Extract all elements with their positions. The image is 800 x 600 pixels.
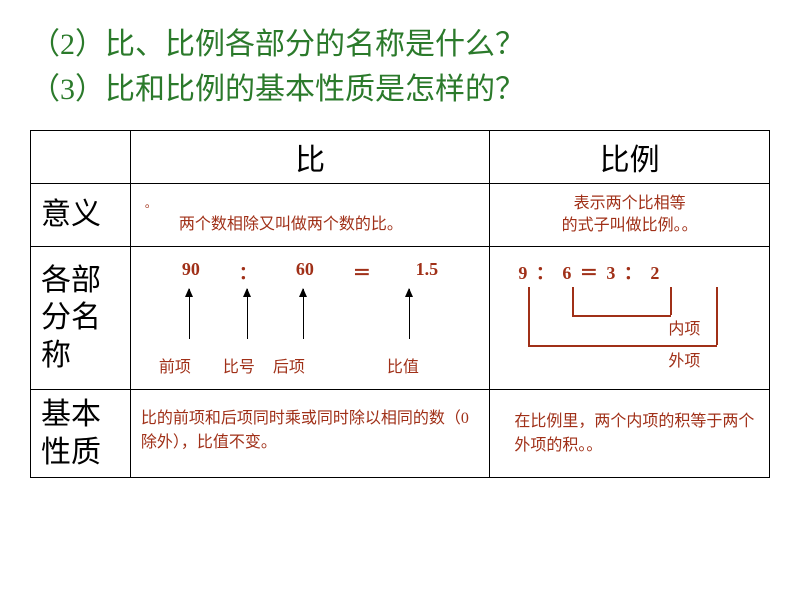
rowlabel-parts: 各部分名称: [31, 247, 131, 390]
arrow-icon: [303, 289, 305, 339]
term-60: 60: [273, 259, 337, 285]
title-block: （2）比、比例各部分的名称是什么？ （3）比和比例的基本性质是怎样的？: [0, 0, 800, 130]
question-2: （2）比、比例各部分的名称是什么？: [30, 22, 770, 67]
col-header-bi: 比: [130, 131, 489, 184]
bracket-line: [572, 315, 671, 317]
ratio-expression: 90 ： 60 ＝ 1.5: [141, 259, 479, 285]
rowlabel-meaning: 意义: [31, 184, 131, 247]
col-header-bili: 比例: [490, 131, 770, 184]
row-parts: 各部分名称 90 ： 60 ＝ 1.5 前项 比号: [31, 247, 770, 390]
bracket-line: [528, 287, 530, 345]
row-property: 基本性质 比的前项和后项同时乘或同时除以相同的数（0除外），比值不变。 在比例里…: [31, 390, 770, 478]
term-90: 90: [159, 259, 223, 285]
bracket-line: [572, 287, 574, 315]
property-bi-text: 比的前项和后项同时乘或同时除以相同的数（0除外），比值不变。: [141, 407, 479, 455]
comparison-table: 比 比例 意义 。 两个数相除又叫做两个数的比。 表示两个比相等 的式子叫做比例…: [30, 130, 770, 478]
meaning-bili-line2: 的式子叫做比例。。: [500, 215, 759, 237]
header-row: 比 比例: [31, 131, 770, 184]
cell-property-bili: 在比例里，两个内项的积等于两个外项的积。。: [490, 390, 770, 478]
lbl-value: 比值: [387, 353, 467, 377]
meaning-bi-circle: 。: [145, 194, 157, 211]
ratio-labels: 前项 比号 后项 比值: [141, 353, 479, 377]
cell-parts-bili: 9 ： 6 ＝ 3 ： 2 内项 外项: [490, 247, 770, 390]
label-outer: 外项: [668, 347, 700, 371]
term-15: 1.5: [387, 259, 467, 285]
cell-meaning-bi: 。 两个数相除又叫做两个数的比。: [130, 184, 489, 247]
corner-cell: [31, 131, 131, 184]
term-colon: ：: [223, 259, 273, 285]
question-3: （3）比和比例的基本性质是怎样的？: [30, 67, 770, 112]
bracket-line: [716, 287, 718, 345]
label-inner: 内项: [668, 315, 700, 339]
meaning-bili-line1: 表示两个比相等: [500, 193, 759, 215]
arrow-icon: [409, 289, 411, 339]
meaning-bi-text: 两个数相除又叫做两个数的比。: [179, 210, 403, 234]
proportion-expression: 9 ： 6 ＝ 3 ： 2: [518, 259, 661, 285]
rowlabel-property: 基本性质: [31, 390, 131, 478]
bracket-line: [670, 287, 672, 315]
lbl-sign: 比号: [223, 353, 273, 377]
cell-property-bi: 比的前项和后项同时乘或同时除以相同的数（0除外），比值不变。: [130, 390, 489, 478]
cell-meaning-bili: 表示两个比相等 的式子叫做比例。。: [490, 184, 770, 247]
lbl-front: 前项: [159, 353, 223, 377]
cell-parts-bi: 90 ： 60 ＝ 1.5 前项 比号 后项 比值: [130, 247, 489, 390]
property-bili-text: 在比例里，两个内项的积等于两个外项的积。。: [514, 410, 759, 458]
row-meaning: 意义 。 两个数相除又叫做两个数的比。 表示两个比相等 的式子叫做比例。。: [31, 184, 770, 247]
term-eq: ＝: [337, 259, 387, 285]
arrow-icon: [247, 289, 249, 339]
lbl-back: 后项: [273, 353, 337, 377]
arrow-icon: [189, 289, 191, 339]
